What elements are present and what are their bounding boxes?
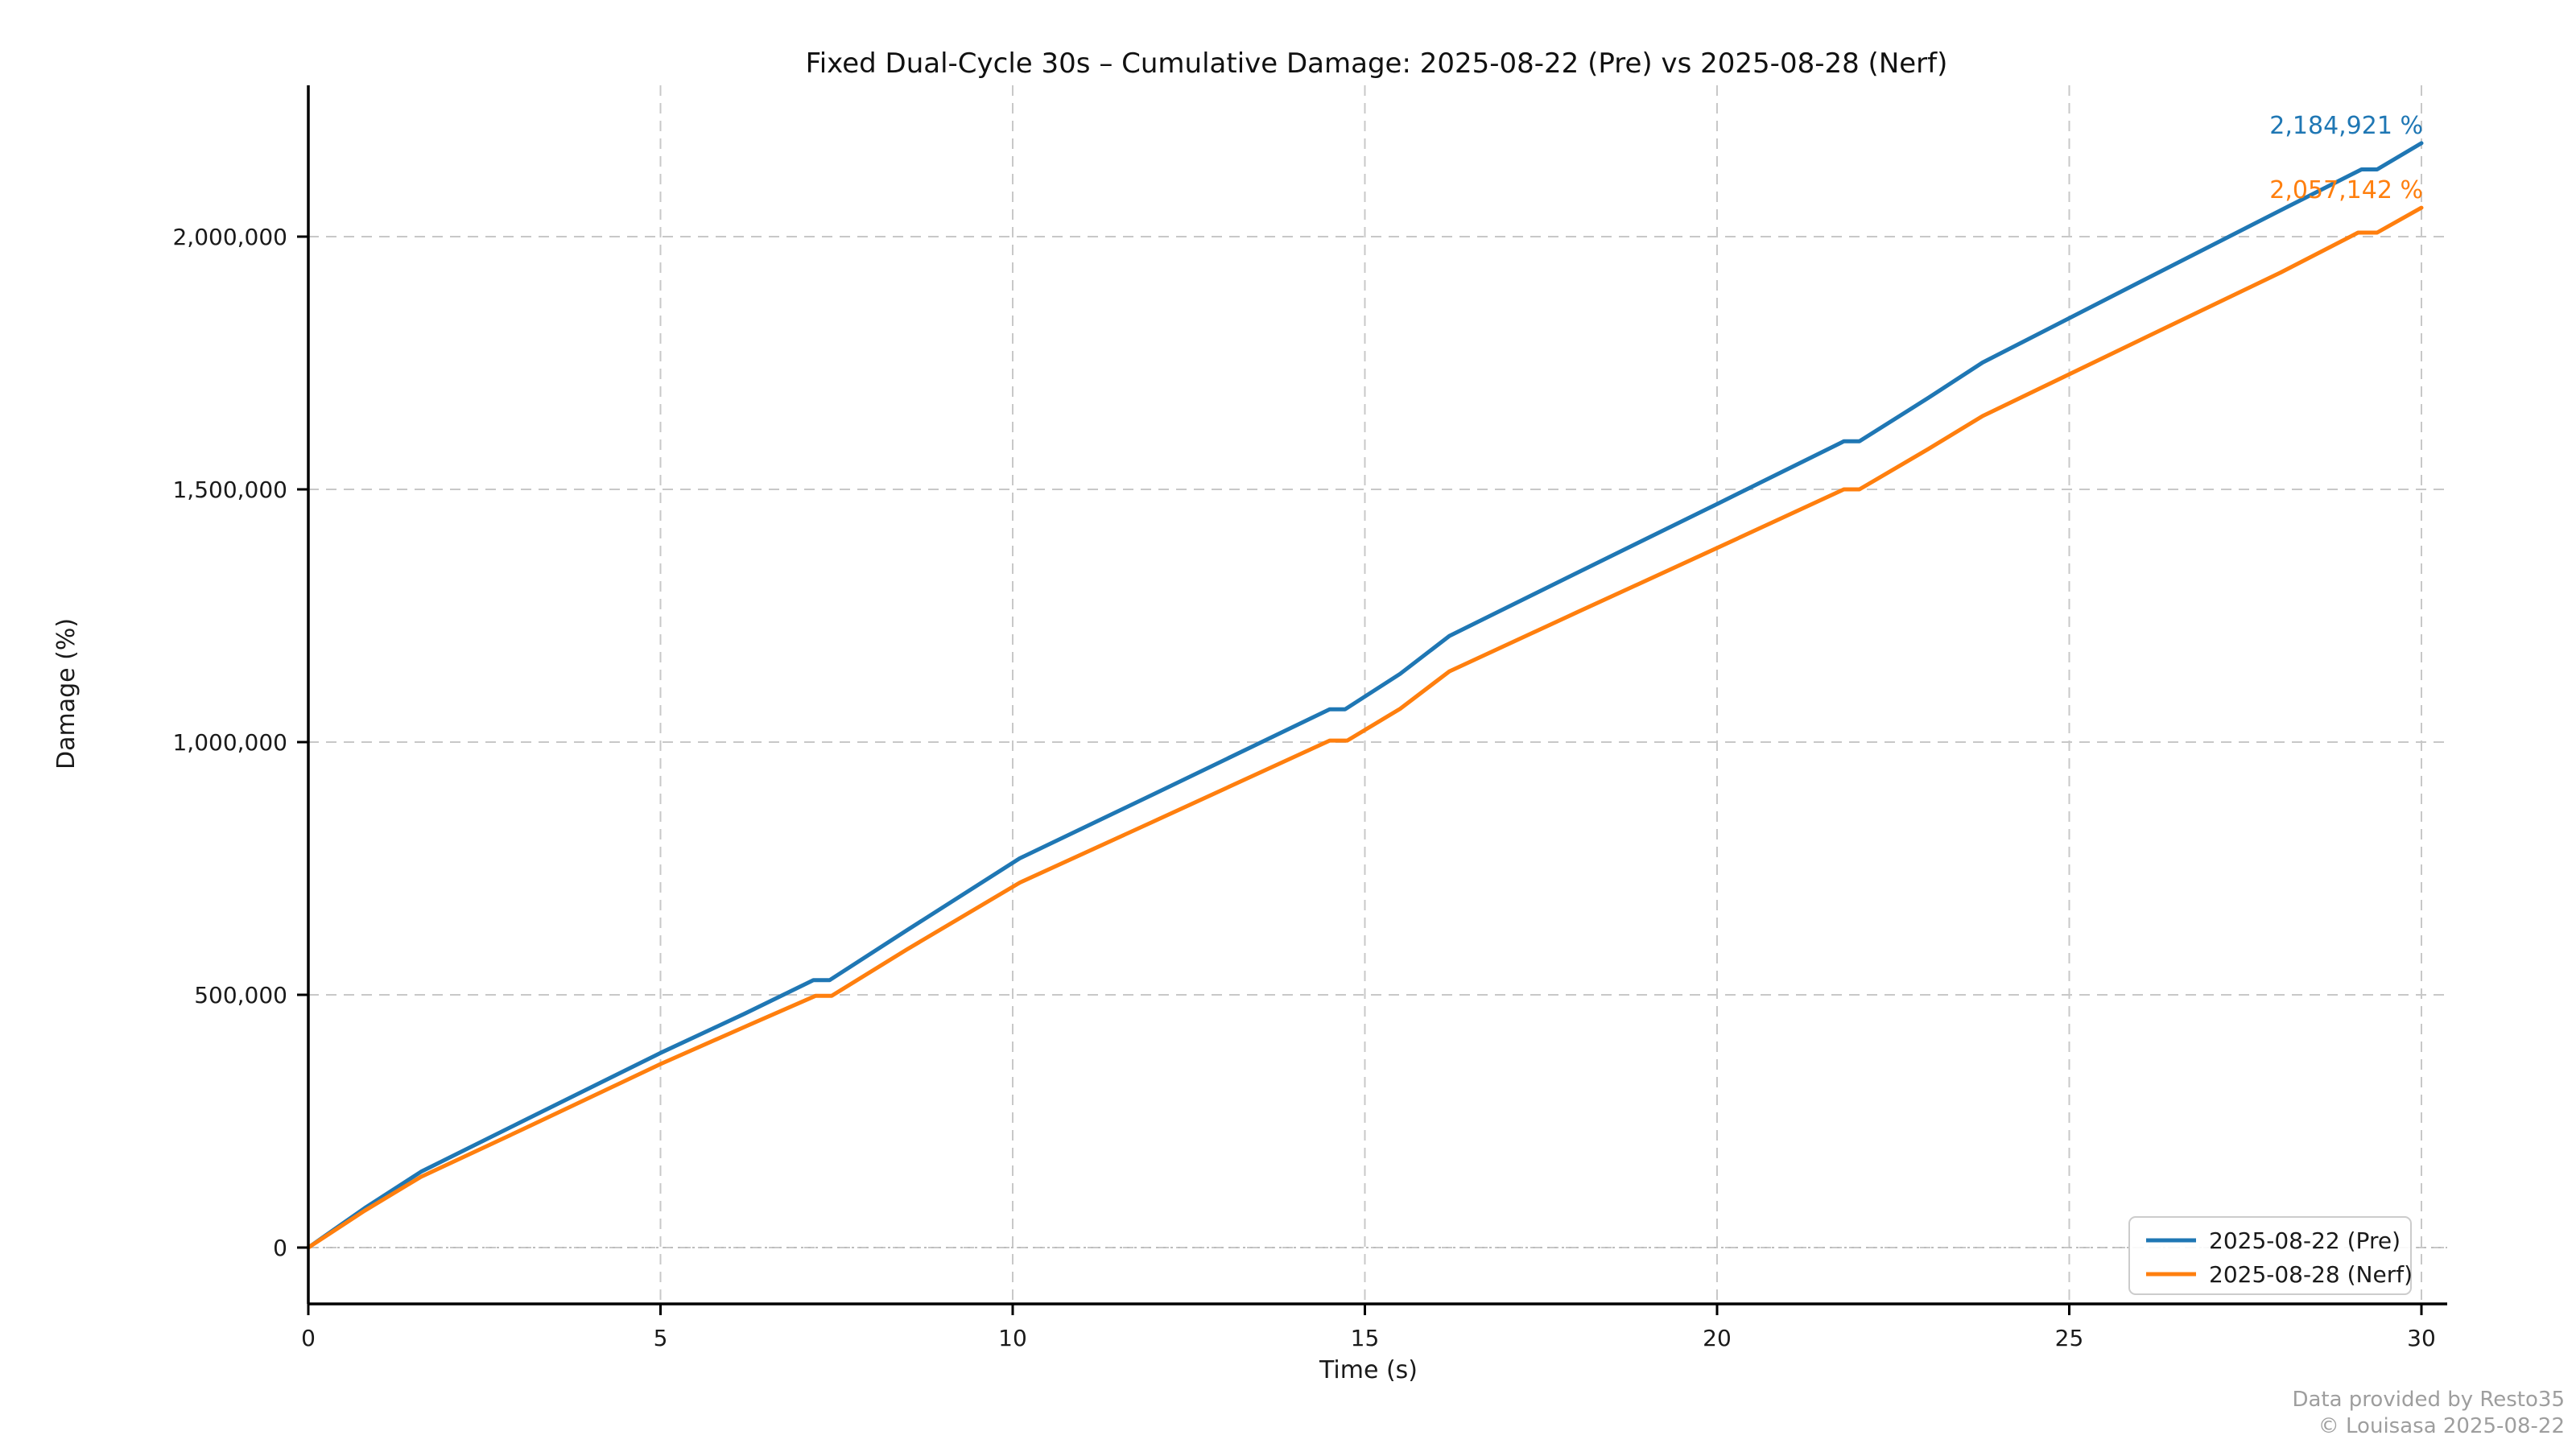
series-line-pre [306, 141, 2424, 1250]
chart-title: Fixed Dual-Cycle 30s – Cumulative Damage… [806, 47, 1948, 80]
x-tick-label: 30 [2407, 1325, 2436, 1351]
x-tick-label: 15 [1351, 1325, 1380, 1351]
y-tick-label: 1,000,000 [172, 729, 287, 756]
series-end-label: 2,184,921 % [2269, 112, 2423, 140]
footer-credit: Data provided by Resto35 [2292, 1388, 2565, 1412]
legend-item-label: 2025-08-28 (Nerf) [2209, 1261, 2413, 1288]
legend: 2025-08-22 (Pre) 2025-08-28 (Nerf) [2128, 1216, 2413, 1295]
series-end-labels: 2,184,921 % 2,057,142 % [2269, 112, 2423, 204]
series-end-label: 2,057,142 % [2269, 176, 2423, 204]
axes [307, 85, 2447, 1306]
legend-item-label: 2025-08-22 (Pre) [2209, 1227, 2401, 1254]
x-tick-label: 0 [301, 1325, 316, 1351]
y-tick-label: 0 [273, 1235, 287, 1261]
tick-labels: 0 5 10 15 20 25 30 0 500,000 1,000,000 1,500,000 2,… [172, 224, 2435, 1351]
y-tick-label: 500,000 [194, 982, 287, 1009]
x-tick-label: 10 [998, 1325, 1027, 1351]
series-lines [306, 141, 2424, 1250]
x-tick-label: 25 [2055, 1325, 2084, 1351]
footer-copyright: © Louisasa 2025-08-22 [2318, 1414, 2565, 1438]
x-tick-label: 20 [1703, 1325, 1732, 1351]
y-tick-label: 1,500,000 [172, 476, 287, 503]
x-tick-label: 5 [654, 1325, 668, 1351]
series-line-nerf [306, 205, 2424, 1250]
y-tick-label: 2,000,000 [172, 224, 287, 250]
ticks [297, 235, 2423, 1315]
gridlines [308, 85, 2447, 1304]
x-axis-label: Time (s) [1319, 1356, 1418, 1384]
y-axis-label: Damage (%) [52, 618, 80, 769]
legend-frame [2128, 1216, 2412, 1295]
